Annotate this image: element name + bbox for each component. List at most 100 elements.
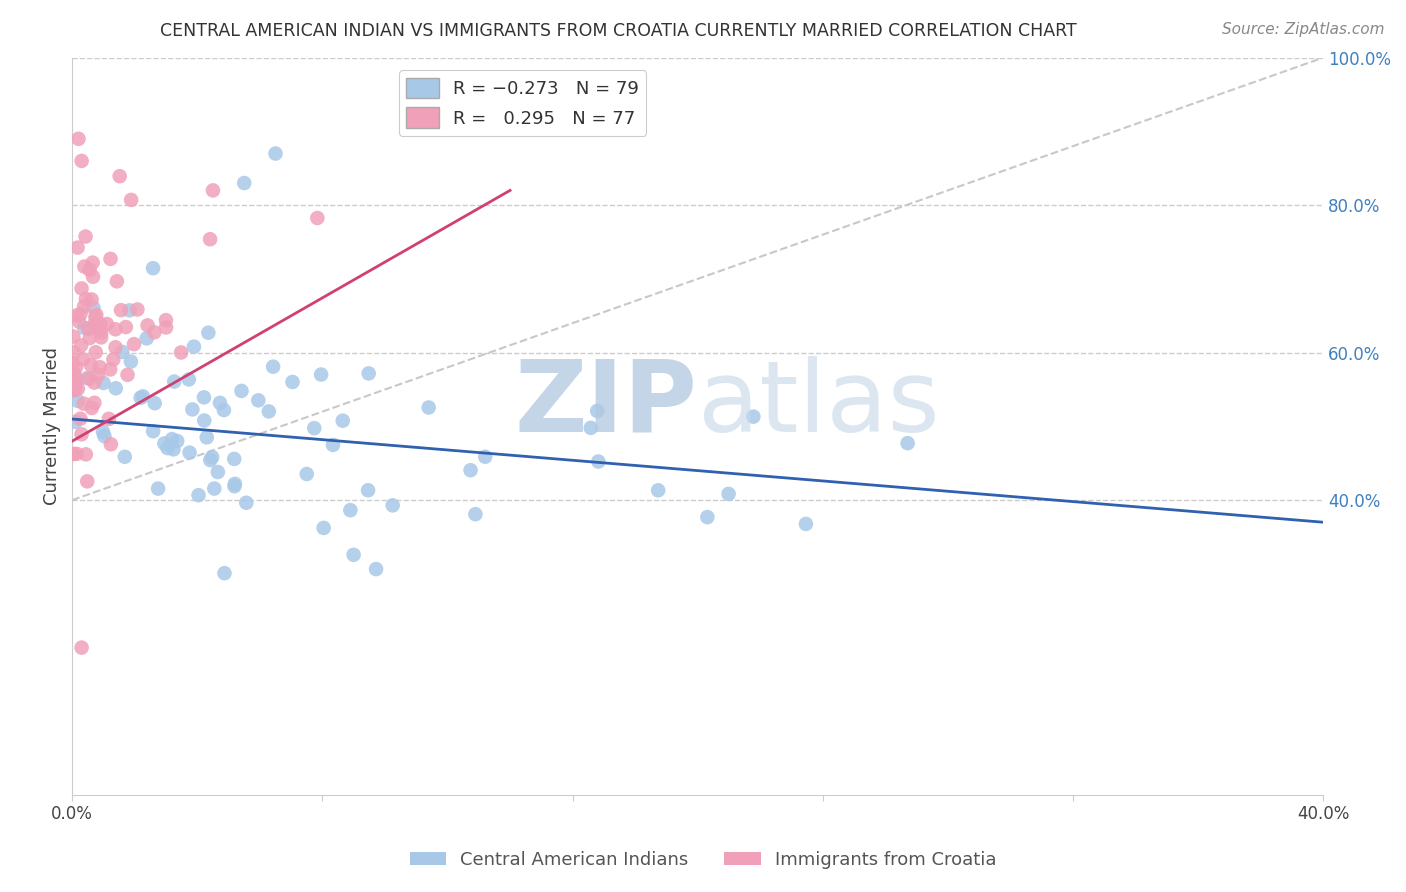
Point xyxy=(73,260,96,274)
Point xyxy=(100,252,122,266)
Point xyxy=(309,368,332,382)
Point xyxy=(162,442,184,457)
Point xyxy=(177,372,200,386)
Point xyxy=(322,438,344,452)
Point xyxy=(304,421,326,435)
Point xyxy=(100,437,122,451)
Point xyxy=(166,434,188,448)
Point xyxy=(91,425,114,439)
Point xyxy=(104,340,127,354)
Point xyxy=(73,300,96,314)
Point xyxy=(193,413,215,427)
Point xyxy=(82,255,104,269)
Point xyxy=(80,293,103,307)
Point xyxy=(72,352,94,367)
Point xyxy=(231,384,253,398)
Point xyxy=(214,566,236,581)
Point xyxy=(129,391,152,405)
Point xyxy=(70,153,93,168)
Point xyxy=(65,360,87,375)
Point xyxy=(70,281,93,295)
Point xyxy=(62,356,84,370)
Point xyxy=(142,424,165,438)
Point xyxy=(75,229,97,244)
Point xyxy=(170,345,193,359)
Point xyxy=(93,376,115,390)
Point xyxy=(79,331,101,345)
Point xyxy=(193,390,215,404)
Point xyxy=(84,345,107,359)
Point xyxy=(897,436,920,450)
Point xyxy=(96,317,118,331)
Point xyxy=(201,183,224,197)
Point xyxy=(76,371,98,385)
Point xyxy=(200,453,222,467)
Point xyxy=(474,450,496,464)
Point xyxy=(69,411,91,425)
Point xyxy=(70,427,93,442)
Point xyxy=(105,274,128,288)
Point xyxy=(187,488,209,502)
Point xyxy=(63,384,86,398)
Point xyxy=(201,450,224,464)
Point xyxy=(295,467,318,481)
Point xyxy=(418,401,440,415)
Point xyxy=(142,261,165,276)
Point xyxy=(212,403,235,417)
Point xyxy=(264,146,287,161)
Point xyxy=(332,414,354,428)
Point xyxy=(83,396,105,410)
Point xyxy=(364,562,387,576)
Point xyxy=(117,368,139,382)
Point xyxy=(357,367,380,381)
Point xyxy=(79,263,101,277)
Text: Source: ZipAtlas.com: Source: ZipAtlas.com xyxy=(1222,22,1385,37)
Point xyxy=(464,507,486,521)
Point xyxy=(84,310,107,324)
Point xyxy=(224,479,246,493)
Point xyxy=(224,451,246,466)
Point xyxy=(90,330,112,344)
Point xyxy=(62,447,84,461)
Point xyxy=(742,409,765,424)
Point xyxy=(87,368,110,382)
Legend: Central American Indians, Immigrants from Croatia: Central American Indians, Immigrants fro… xyxy=(402,844,1004,876)
Point xyxy=(160,432,183,446)
Point xyxy=(586,404,609,418)
Point xyxy=(67,132,90,146)
Point xyxy=(198,232,221,246)
Point xyxy=(70,640,93,655)
Point xyxy=(83,376,105,390)
Point xyxy=(143,326,166,340)
Point xyxy=(153,436,176,450)
Point xyxy=(66,393,89,408)
Point xyxy=(83,317,105,331)
Point xyxy=(73,397,96,411)
Point xyxy=(460,463,482,477)
Point xyxy=(76,475,98,489)
Point xyxy=(70,338,93,352)
Point xyxy=(122,337,145,351)
Point xyxy=(65,415,87,429)
Point xyxy=(343,548,366,562)
Point xyxy=(65,377,87,392)
Point xyxy=(281,375,304,389)
Point xyxy=(66,241,89,255)
Point xyxy=(136,318,159,333)
Point xyxy=(146,482,169,496)
Point xyxy=(97,412,120,426)
Point xyxy=(127,302,149,317)
Point xyxy=(66,309,89,323)
Point xyxy=(155,320,177,334)
Text: CENTRAL AMERICAN INDIAN VS IMMIGRANTS FROM CROATIA CURRENTLY MARRIED CORRELATION: CENTRAL AMERICAN INDIAN VS IMMIGRANTS FR… xyxy=(160,22,1077,40)
Point xyxy=(717,487,740,501)
Point xyxy=(65,371,87,385)
Point xyxy=(75,447,97,461)
Point xyxy=(87,320,110,334)
Point xyxy=(62,382,84,396)
Point xyxy=(104,381,127,395)
Point xyxy=(62,345,84,359)
Point xyxy=(62,329,84,343)
Point xyxy=(579,421,602,435)
Point xyxy=(65,381,87,395)
